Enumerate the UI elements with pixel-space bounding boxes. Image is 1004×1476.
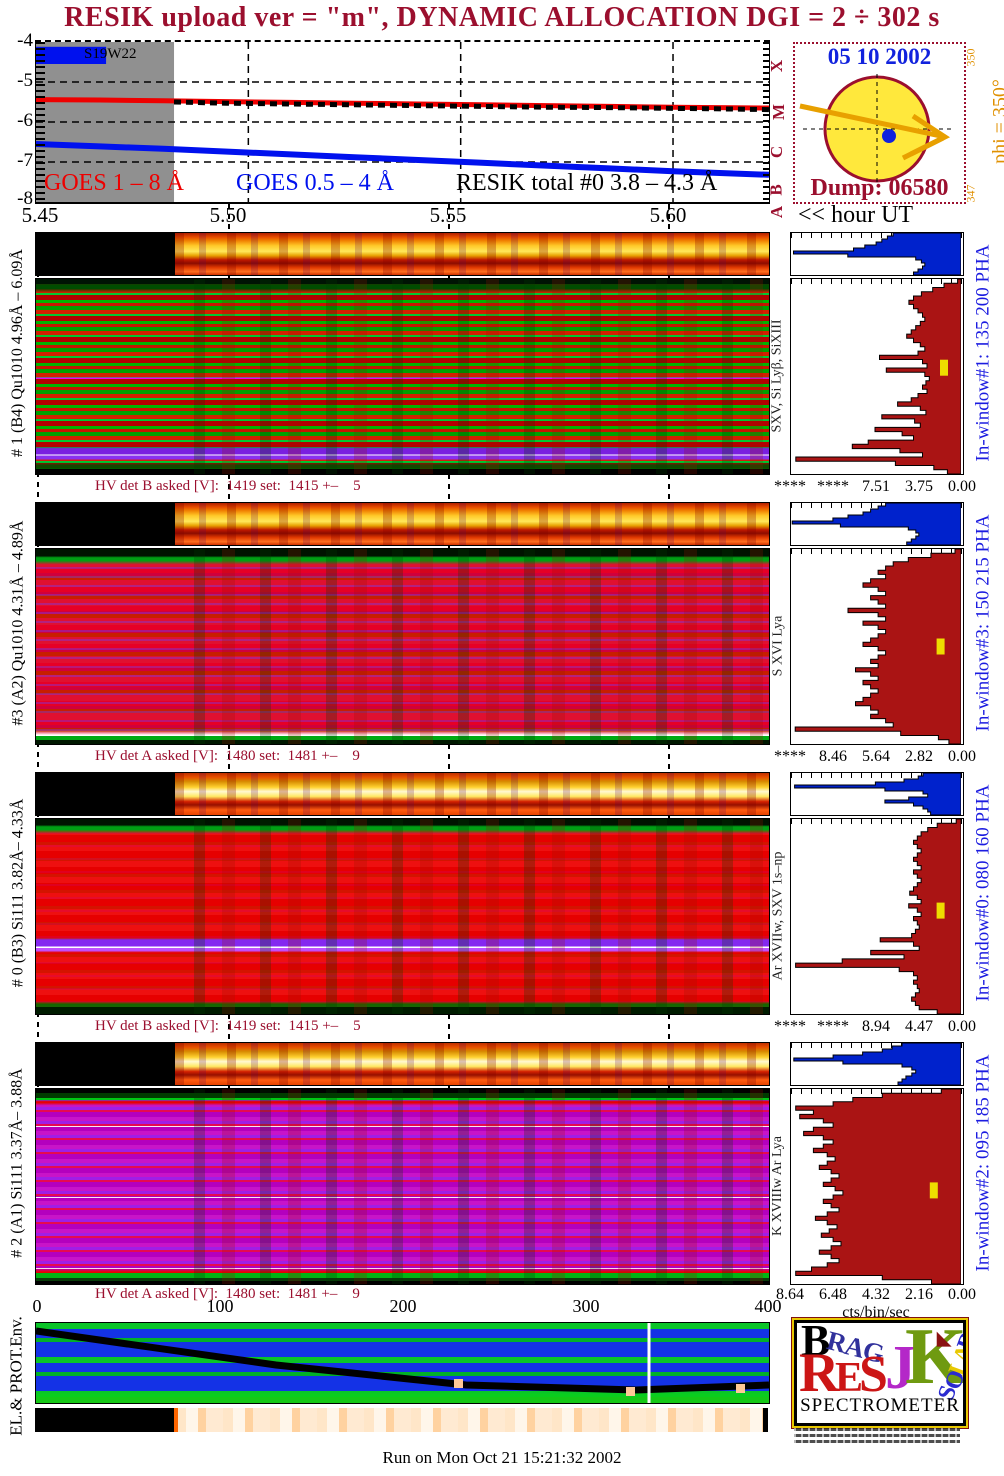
panel-3-spectrum-histogram xyxy=(790,818,964,1015)
panel-2-top-strip xyxy=(35,502,770,546)
strip-nodata-block xyxy=(35,1408,175,1432)
panel-4-line-label: K XVIIIw Ar Lya xyxy=(770,1135,786,1236)
goes-class-X: X xyxy=(767,59,787,73)
logo-letter: J xyxy=(885,1334,916,1402)
phi-angle-label: phi = 350° xyxy=(988,79,1004,164)
strip-end-bar xyxy=(763,1408,768,1432)
panel-1-axis-label: # 1 (B4) Qu1010 4.96Å – 6.09Å xyxy=(9,248,26,457)
phi-top-value: 350 xyxy=(963,48,978,67)
panel-2-line-label: S XVI Lya xyxy=(770,615,786,676)
panel-4-spectrogram xyxy=(35,1088,770,1285)
spectrogram-columns xyxy=(193,819,769,1014)
dump-number: Dump: 06580 xyxy=(810,175,949,201)
sun-disk-diagram xyxy=(795,44,964,202)
electron-proton-environment-panel xyxy=(35,1322,770,1404)
panel-4-hv-text: HV det A asked [V]: 1480 set: 1481 +– 9 xyxy=(95,1286,360,1302)
logo-letter: B xyxy=(801,1320,831,1365)
spectrogram-columns xyxy=(193,279,769,474)
panel-1-pha-histogram xyxy=(790,232,964,276)
panel-4-axis-label: # 2 (A1) Si111 3.37Å– 3.88Å xyxy=(9,1067,27,1258)
panel-4-window-label: In-window#2: 095 185 PHA xyxy=(972,1054,994,1271)
bin-number-axis: 0 100 200 300 400 xyxy=(32,1296,782,1316)
sun-pointing-box: 05 10 2002 Dump: 06580 xyxy=(793,42,966,204)
panel-3-hv-text: HV det B asked [V]: 1419 set: 1415 +– 5 xyxy=(95,1018,361,1034)
panel-3-window-label: In-window#0: 080 160 PHA xyxy=(972,784,994,1001)
logo-letter: S xyxy=(859,1346,888,1403)
goes-flux-plot: S19W22 GOES 1 – 8 Å GOES 0.5 – 4 Å RESIK… xyxy=(35,40,770,204)
logo-letter: ◣ xyxy=(937,1328,951,1348)
panel-4-top-strip xyxy=(35,1042,770,1086)
panel-3-hist-axis: **** **** 8.94 4.47 0.00 xyxy=(774,1018,976,1035)
panel-3-line-label: Ar XVIIw, SXV 1s–np xyxy=(770,851,786,980)
hist-axis-unit: cts/bin/sec xyxy=(842,1304,910,1321)
goes-ytick--6: -6 xyxy=(17,109,33,131)
panel-2-spectrum-histogram xyxy=(790,548,964,745)
legend-goes-short: GOES 0.5 – 4 Å xyxy=(236,170,395,196)
panel-2-hv-text: HV det A asked [V]: 1480 set: 1481 +– 9 xyxy=(95,748,360,764)
panel-3-spectrogram xyxy=(35,818,770,1015)
logo-spectrometer-word: SPECTROMETER xyxy=(800,1395,960,1416)
strip-columns xyxy=(175,503,769,545)
resik-spectrometer-logo: B R A G R E S J K S O L A R ◣ SPECTROMETER xyxy=(794,1320,966,1426)
logo-fine-print xyxy=(794,1428,960,1444)
panel-4-hist-axis: 8.64 6.48 4.32 2.16 0.00 xyxy=(776,1286,976,1303)
strip-columns xyxy=(175,773,769,815)
panel-1-line-label: SXV, Si Lyβ, SiXIII xyxy=(770,318,785,433)
run-timestamp: Run on Mon Oct 21 15:21:32 2002 xyxy=(382,1448,622,1467)
panel-1-window-label: In-window#1: 135 200 PHA xyxy=(972,244,994,461)
phi-bottom-value: 347 xyxy=(963,184,978,203)
goes-ytick--8: -8 xyxy=(17,187,33,209)
panel-2-axis-label: #3 (A2) Qu1010 4.31Å – 4.89Å xyxy=(9,520,26,725)
spectrogram-columns xyxy=(193,549,769,744)
environment-intensity-strip xyxy=(35,1408,768,1432)
panel-2-hist-axis: **** 8.46 5.64 2.82 0.00 xyxy=(774,748,976,765)
legend-goes-long: GOES 1 – 8 Å xyxy=(44,170,185,196)
goes-class-M: M xyxy=(769,103,789,121)
goes-class-C: C xyxy=(767,145,787,159)
strip-nodata-block xyxy=(36,503,176,545)
goes-left-axis-ticks xyxy=(36,42,45,202)
gridline-545 xyxy=(37,232,39,1285)
strip-nodata-block xyxy=(36,233,176,275)
logo-letter: R xyxy=(799,1342,840,1404)
panel-1-top-strip xyxy=(35,232,770,276)
strip-nodata-block xyxy=(36,1043,176,1085)
logo-letters: B R A G R E S J K S O L A R ◣ xyxy=(797,1323,963,1423)
legend-resik-total: RESIK total #0 3.8 – 4.3 Å xyxy=(456,170,718,196)
panel-3-top-strip xyxy=(35,772,770,816)
strip-columns xyxy=(175,1043,769,1085)
time-tick-545: 5.45 xyxy=(21,203,59,227)
logo-letter: E xyxy=(835,1355,864,1401)
panel-3-axis-label: # 0 (B3) Si111 3.82Å– 4.33Å xyxy=(9,798,26,987)
environment-axis-label: EL.& PROT.Env. xyxy=(7,1316,26,1436)
observation-date: 05 10 2002 xyxy=(827,44,932,69)
panel-2-window-label: In-window#3: 150 215 PHA xyxy=(972,514,994,731)
orbit-altitude-line xyxy=(36,1323,769,1403)
hour-ut-label: << hour UT xyxy=(798,202,914,228)
spectrogram-columns xyxy=(193,1089,769,1284)
panel-2-pha-histogram xyxy=(790,502,964,546)
strip-nodata-block xyxy=(36,773,176,815)
panel-1-spectrogram xyxy=(35,278,770,475)
goes-class-B: B xyxy=(766,184,786,196)
goes-ytick--7: -7 xyxy=(17,149,33,171)
panel-4-spectrum-histogram xyxy=(790,1088,964,1285)
goes-ytick--4: -4 xyxy=(17,29,33,51)
strip-columns xyxy=(175,233,769,275)
logo-letter: K xyxy=(905,1320,966,1401)
strip-start-marker xyxy=(174,1408,179,1432)
goes-right-axis-ticks xyxy=(763,42,769,202)
panel-1-hist-axis: **** **** 7.51 3.75 0.00 xyxy=(774,478,976,495)
goes-ytick--5: -5 xyxy=(17,69,33,91)
panel-1-spectrum-histogram xyxy=(790,278,964,475)
panel-3-pha-histogram xyxy=(790,772,964,816)
panel-1-hv-text: HV det B asked [V]: 1419 set: 1415 +– 5 xyxy=(95,478,361,494)
page-title: RESIK upload ver = "m", DYNAMIC ALLOCATI… xyxy=(64,2,940,33)
panel-2-spectrogram xyxy=(35,548,770,745)
goes-plot-canvas xyxy=(35,42,770,202)
flare-position-label: S19W22 xyxy=(84,46,137,62)
panel-4-pha-histogram xyxy=(790,1042,964,1086)
goes-class-A: A xyxy=(767,205,787,219)
